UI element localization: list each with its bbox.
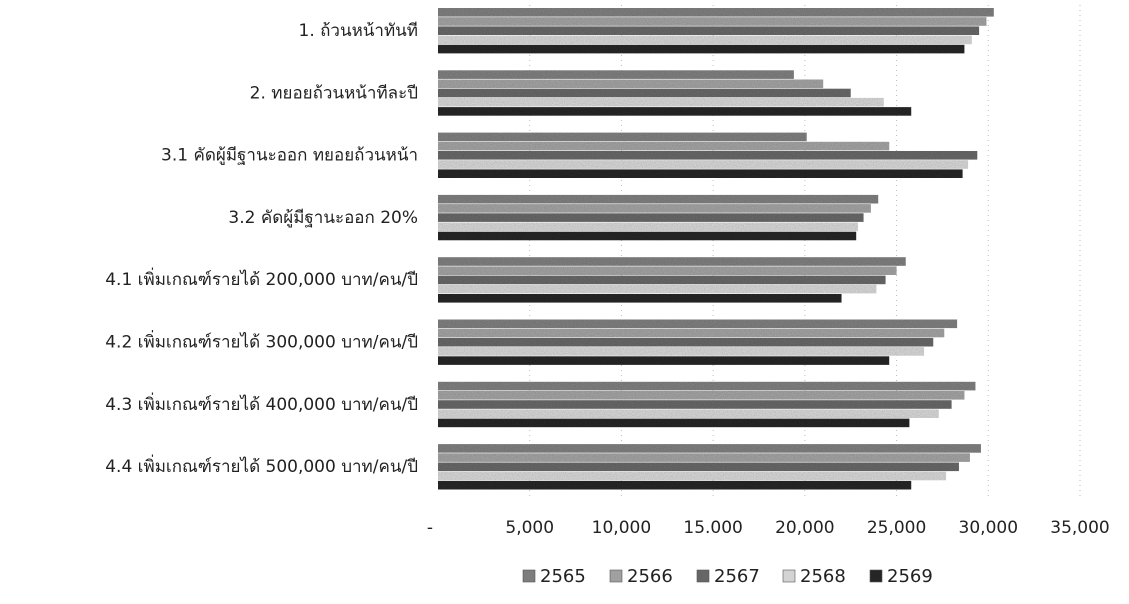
bar-2568 bbox=[438, 409, 939, 418]
legend-label: 2566 bbox=[627, 566, 673, 587]
bar-2565 bbox=[438, 319, 958, 329]
bar-2569 bbox=[438, 294, 842, 303]
x-tick-label: - bbox=[427, 518, 433, 538]
bar-2567 bbox=[438, 88, 851, 98]
bar-2569 bbox=[438, 231, 857, 241]
bar-2566 bbox=[438, 204, 871, 213]
bar-2566 bbox=[438, 17, 987, 26]
bar-2567 bbox=[438, 151, 978, 160]
bar-2568 bbox=[438, 35, 972, 45]
legend: 2565 2566 2567 2568 2569 bbox=[522, 566, 933, 587]
bar-2569 bbox=[438, 44, 965, 54]
bars bbox=[438, 8, 994, 490]
bar-2568 bbox=[438, 471, 947, 481]
category-label: 3.2 คัดผู้มีฐานะออก 20% bbox=[228, 208, 418, 228]
x-tick-label: 5,000 bbox=[505, 518, 554, 538]
x-tick-label: 25,000 bbox=[867, 518, 926, 538]
legend-label: 2569 bbox=[887, 566, 933, 587]
category-label: 1. ถ้วนหน้าทันที bbox=[299, 21, 419, 41]
bar-2568 bbox=[438, 222, 859, 232]
bar-2566 bbox=[438, 79, 824, 89]
bar-2566 bbox=[438, 266, 897, 275]
bar-2569 bbox=[438, 418, 910, 428]
bar-2569 bbox=[438, 356, 890, 365]
bar-2565 bbox=[438, 257, 906, 266]
bar-2567 bbox=[438, 26, 980, 35]
bar-2566 bbox=[438, 328, 945, 338]
x-tick-label: 35,000 bbox=[1050, 518, 1109, 538]
category-label: 4.2 เพิ่มเกณฑ์รายได้ 300,000 บาท/คน/ปี bbox=[105, 330, 418, 353]
bar-2567 bbox=[438, 337, 934, 347]
bar-2568 bbox=[438, 160, 969, 169]
x-tick-label: 10,000 bbox=[592, 518, 651, 538]
bar-2567 bbox=[438, 213, 864, 222]
legend-label: 2567 bbox=[714, 566, 760, 587]
bar-2568 bbox=[438, 347, 925, 356]
category-label: 4.4 เพิ่มเกณฑ์รายได้ 500,000 บาท/คน/ปี bbox=[105, 454, 418, 477]
bar-2569 bbox=[438, 169, 963, 178]
bar-2567 bbox=[438, 275, 886, 285]
bar-2565 bbox=[438, 70, 794, 79]
x-axis-tick-labels: - 5,000 10,000 15.000 20,000 25,000 30,000 35,0… bbox=[427, 518, 1110, 538]
bar-2569 bbox=[438, 480, 912, 490]
bar-2568 bbox=[438, 97, 884, 107]
bar-2568 bbox=[438, 284, 877, 294]
category-label: 3.1 คัดผู้มีฐานะออก ทยอยถ้วนหน้า bbox=[161, 146, 418, 166]
x-tick-label: 20,000 bbox=[775, 518, 834, 538]
bar-2566 bbox=[438, 391, 965, 400]
x-tick-label: 15.000 bbox=[683, 518, 742, 538]
legend-swatch-2565 bbox=[522, 569, 536, 583]
bar-2569 bbox=[438, 107, 912, 116]
bar-2565 bbox=[438, 381, 976, 391]
bar-2566 bbox=[438, 453, 970, 462]
bar-2567 bbox=[438, 462, 959, 472]
legend-swatch-2566 bbox=[609, 569, 623, 583]
category-label: 4.1 เพิ่มเกณฑ์รายได้ 200,000 บาท/คน/ปี bbox=[105, 267, 418, 290]
bar-2566 bbox=[438, 141, 890, 151]
legend-label: 2565 bbox=[540, 566, 586, 587]
bar-2567 bbox=[438, 400, 952, 409]
legend-swatch-2567 bbox=[696, 569, 710, 583]
bar-2565 bbox=[438, 194, 879, 204]
category-label: 4.3 เพิ่มเกณฑ์รายได้ 400,000 บาท/คน/ปี bbox=[105, 392, 418, 415]
x-tick-label: 30,000 bbox=[959, 518, 1018, 538]
bar-2565 bbox=[438, 8, 994, 17]
legend-swatch-2569 bbox=[869, 569, 883, 583]
legend-label: 2568 bbox=[800, 566, 846, 587]
bar-2565 bbox=[438, 444, 981, 453]
bar-2565 bbox=[438, 132, 807, 142]
legend-swatch-2568 bbox=[782, 569, 796, 583]
category-labels: 1. ถ้วนหน้าทันที 2. ทยอยถ้วนหน้าทีละปี 3.1… bbox=[105, 21, 418, 477]
category-label: 2. ทยอยถ้วนหน้าทีละปี bbox=[250, 83, 418, 103]
